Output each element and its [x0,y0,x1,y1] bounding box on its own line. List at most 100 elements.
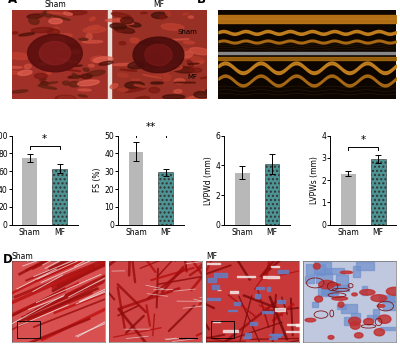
Ellipse shape [90,17,95,21]
Ellipse shape [143,75,162,78]
Ellipse shape [72,73,79,79]
Ellipse shape [190,48,210,55]
Ellipse shape [174,82,196,83]
Ellipse shape [105,19,123,22]
Ellipse shape [151,82,163,84]
Y-axis label: FS (%): FS (%) [93,168,102,193]
Bar [371,159,386,225]
Ellipse shape [4,66,22,68]
Text: B: B [197,0,206,6]
Bar [362,286,367,295]
Ellipse shape [173,67,194,73]
Bar [384,301,396,310]
Ellipse shape [46,72,51,74]
Bar [380,327,400,330]
Bar [327,285,348,291]
Bar [344,317,357,325]
Ellipse shape [93,57,113,62]
Ellipse shape [56,58,78,62]
Ellipse shape [113,63,135,66]
Text: **: ** [146,122,156,132]
Ellipse shape [325,284,340,286]
Y-axis label: LVPWs (mm): LVPWs (mm) [310,156,319,204]
Ellipse shape [7,53,29,60]
Ellipse shape [174,90,182,93]
Ellipse shape [134,85,145,87]
Ellipse shape [118,89,128,91]
Ellipse shape [315,296,322,302]
Bar [214,273,227,277]
Text: MF: MF [206,252,217,261]
Ellipse shape [67,70,81,71]
Ellipse shape [188,63,199,65]
Ellipse shape [183,13,188,15]
Ellipse shape [86,70,105,76]
Bar [269,334,282,335]
Bar [267,287,270,292]
Bar [322,286,337,294]
Text: MF: MF [153,0,164,9]
Ellipse shape [78,89,91,91]
Ellipse shape [145,55,160,60]
Ellipse shape [58,95,74,100]
Ellipse shape [128,62,144,69]
Ellipse shape [328,336,334,339]
Ellipse shape [48,29,59,35]
Bar [234,302,240,305]
Text: Sham: Sham [44,0,66,9]
Bar [306,264,325,275]
Ellipse shape [374,329,384,336]
Ellipse shape [191,61,204,65]
Bar [321,288,338,295]
Ellipse shape [121,17,133,24]
Ellipse shape [125,88,146,92]
Ellipse shape [61,44,80,48]
Bar [12,10,109,99]
Bar [256,294,260,298]
Ellipse shape [131,79,140,81]
Ellipse shape [41,82,48,85]
Ellipse shape [149,59,169,64]
Ellipse shape [130,38,139,43]
Ellipse shape [55,95,75,102]
Ellipse shape [201,89,206,97]
Ellipse shape [161,24,184,30]
Ellipse shape [386,287,400,295]
Bar [128,152,144,225]
Bar [314,262,331,274]
Bar [353,266,360,277]
Ellipse shape [112,13,131,18]
Ellipse shape [86,33,92,40]
Ellipse shape [57,33,72,38]
Bar [304,276,314,283]
Bar [318,286,333,296]
Ellipse shape [128,22,141,27]
Ellipse shape [88,65,94,67]
Ellipse shape [135,96,150,102]
Text: D: D [3,253,12,266]
Ellipse shape [18,70,32,76]
Text: A: A [8,0,17,6]
Bar [243,336,250,338]
Ellipse shape [305,318,316,322]
Ellipse shape [40,79,46,81]
Bar [210,322,234,337]
Ellipse shape [140,41,161,45]
Ellipse shape [154,69,169,76]
Ellipse shape [149,87,160,93]
Ellipse shape [147,61,161,68]
Ellipse shape [364,318,374,325]
Bar [269,337,278,339]
Bar [322,287,333,293]
Ellipse shape [110,84,118,89]
Ellipse shape [119,42,126,45]
Bar [264,164,280,225]
Ellipse shape [66,11,87,15]
Bar [250,322,257,325]
Bar [212,285,219,289]
Ellipse shape [174,79,185,84]
Ellipse shape [110,23,126,29]
Ellipse shape [71,50,79,53]
Bar [245,333,250,337]
Ellipse shape [6,71,22,74]
